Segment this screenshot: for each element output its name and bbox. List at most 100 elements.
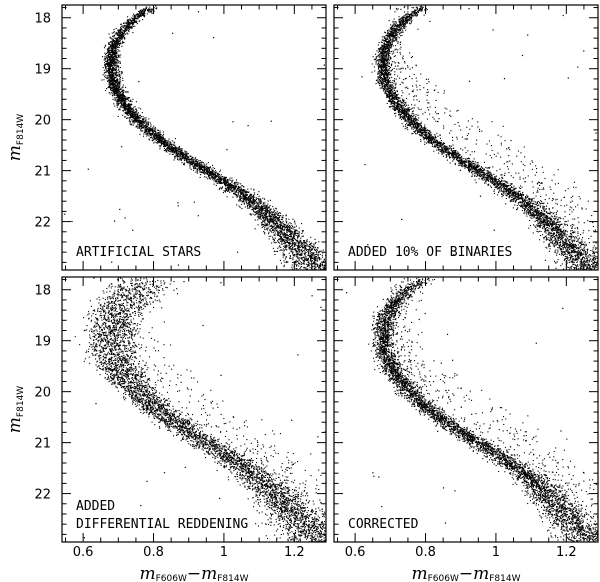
data-point [120,25,122,27]
data-point [179,158,181,160]
data-point [116,75,118,77]
data-point [115,42,117,44]
data-point [288,230,290,232]
data-point [263,223,265,225]
data-point [176,155,178,157]
data-point [262,213,264,215]
data-point [110,77,112,79]
data-point [195,159,197,161]
data-point [121,38,123,40]
data-point [297,272,298,273]
data-point [112,94,114,96]
data-point [245,195,247,197]
data-point [119,31,121,33]
data-point [199,162,201,164]
data-point [319,264,321,266]
data-point [112,45,114,47]
data-point [280,273,281,274]
data-point [133,20,135,22]
data-point [209,172,211,174]
data-point [220,174,222,176]
data-point [129,27,131,29]
data-point [323,268,325,270]
data-point [115,49,117,51]
data-point [301,251,303,253]
data-point [224,187,226,189]
data-point [148,129,150,131]
data-point [338,275,339,276]
data-point [301,273,302,274]
data-point [210,176,212,178]
data-point [327,269,328,270]
data-point [107,63,109,65]
data-point [119,97,121,99]
data-point [322,252,324,254]
data-point [123,102,125,104]
data-point [322,271,323,272]
data-point [270,208,272,210]
data-point [297,271,298,272]
data-point [109,71,111,73]
data-point [279,250,281,252]
data-point [256,216,258,218]
data-point [270,217,272,219]
data-point [150,136,152,138]
data-point [216,179,218,181]
data-point [111,69,113,71]
data-point [258,191,260,193]
data-point [165,145,167,147]
data-point [104,55,106,57]
data-point [252,213,254,215]
data-point [301,266,303,268]
data-point [304,246,306,248]
data-point [139,125,141,127]
data-point [295,230,297,232]
data-point [311,245,313,247]
data-point [123,96,125,98]
data-point [138,15,140,17]
data-point [122,77,124,79]
data-point [251,194,253,196]
data-point [272,230,274,232]
data-point [136,22,138,24]
data-point [115,41,117,43]
data-point [302,271,303,272]
data-point [148,127,150,129]
data-point [283,234,285,236]
data-point [157,132,159,134]
data-point [117,85,119,87]
data-point [299,245,301,247]
data-point [112,61,114,63]
data-point [117,100,119,102]
data-point [134,19,136,21]
data-point [253,203,255,205]
data-point [288,244,290,246]
data-point [215,180,217,182]
data-point [115,74,117,76]
data-point [110,60,112,62]
data-point [131,107,133,109]
data-point [133,18,135,20]
data-point [173,147,175,149]
data-point [121,103,123,105]
data-point [145,133,147,135]
data-point [305,259,307,261]
data-point [151,128,153,130]
data-point [138,118,140,120]
data-point [113,60,115,62]
data-point [293,235,295,237]
data-point [132,18,134,20]
data-point [115,73,117,75]
data-point [119,80,121,82]
data-point [123,36,125,38]
data-point [290,223,292,225]
data-point [275,230,277,232]
data-point [287,223,289,225]
data-point [226,189,228,191]
data-point [191,159,193,161]
data-point [261,212,263,214]
data-point [215,180,217,182]
data-point [113,68,115,70]
data-point [324,267,326,269]
data-point [320,272,321,273]
